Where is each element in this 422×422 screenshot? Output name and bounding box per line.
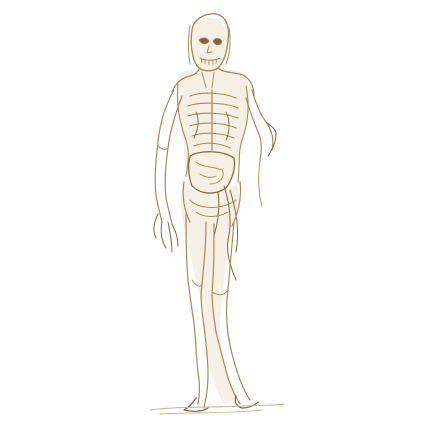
- left-arm: [153, 89, 183, 253]
- entrails: [213, 185, 239, 281]
- neck-shoulders: [171, 67, 255, 97]
- skull: [188, 13, 231, 72]
- legs: [185, 213, 251, 409]
- ground: [149, 403, 285, 415]
- right-arm: [245, 89, 277, 207]
- body-wash: [177, 18, 250, 404]
- torso-ribcage: [176, 83, 249, 194]
- feet: [183, 395, 259, 412]
